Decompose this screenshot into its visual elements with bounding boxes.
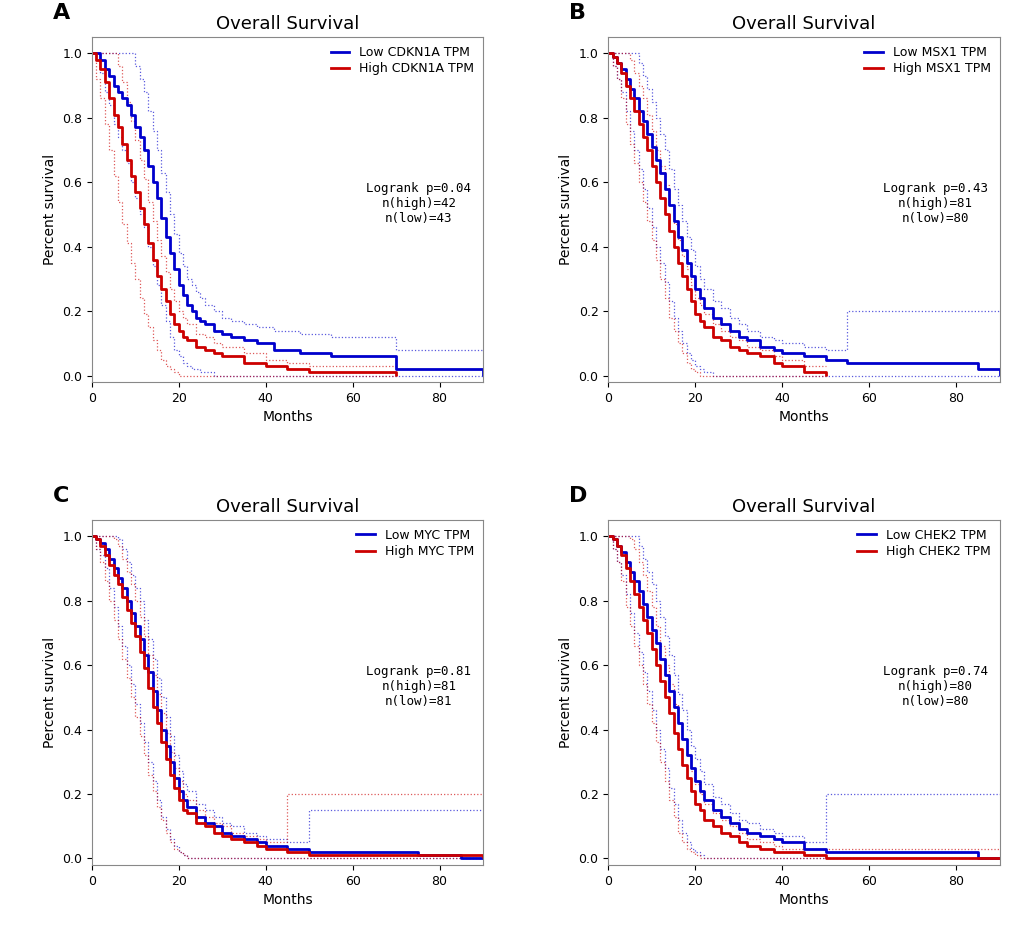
X-axis label: Months: Months: [777, 410, 828, 424]
Text: Logrank p=0.74
n(high)=80
n(low)=80: Logrank p=0.74 n(high)=80 n(low)=80: [882, 665, 986, 708]
Text: Logrank p=0.04
n(high)=42
n(low)=43: Logrank p=0.04 n(high)=42 n(low)=43: [366, 182, 471, 225]
Text: B: B: [569, 4, 586, 23]
Y-axis label: Percent survival: Percent survival: [558, 637, 573, 748]
Title: Overall Survival: Overall Survival: [216, 15, 359, 33]
Legend: Low MSX1 TPM, High MSX1 TPM: Low MSX1 TPM, High MSX1 TPM: [861, 44, 993, 77]
Legend: Low CHEK2 TPM, High CHEK2 TPM: Low CHEK2 TPM, High CHEK2 TPM: [854, 526, 993, 561]
Text: Logrank p=0.43
n(high)=81
n(low)=80: Logrank p=0.43 n(high)=81 n(low)=80: [882, 182, 986, 225]
Y-axis label: Percent survival: Percent survival: [43, 154, 56, 265]
X-axis label: Months: Months: [262, 893, 313, 907]
Text: D: D: [569, 486, 587, 506]
X-axis label: Months: Months: [777, 893, 828, 907]
Legend: Low MYC TPM, High MYC TPM: Low MYC TPM, High MYC TPM: [354, 526, 476, 561]
X-axis label: Months: Months: [262, 410, 313, 424]
Y-axis label: Percent survival: Percent survival: [43, 637, 56, 748]
Text: C: C: [53, 486, 69, 506]
Text: Logrank p=0.81
n(high)=81
n(low)=81: Logrank p=0.81 n(high)=81 n(low)=81: [366, 665, 471, 708]
Title: Overall Survival: Overall Survival: [732, 498, 874, 516]
Text: A: A: [53, 4, 70, 23]
Title: Overall Survival: Overall Survival: [732, 15, 874, 33]
Legend: Low CDKN1A TPM, High CDKN1A TPM: Low CDKN1A TPM, High CDKN1A TPM: [328, 44, 476, 77]
Y-axis label: Percent survival: Percent survival: [558, 154, 573, 265]
Title: Overall Survival: Overall Survival: [216, 498, 359, 516]
